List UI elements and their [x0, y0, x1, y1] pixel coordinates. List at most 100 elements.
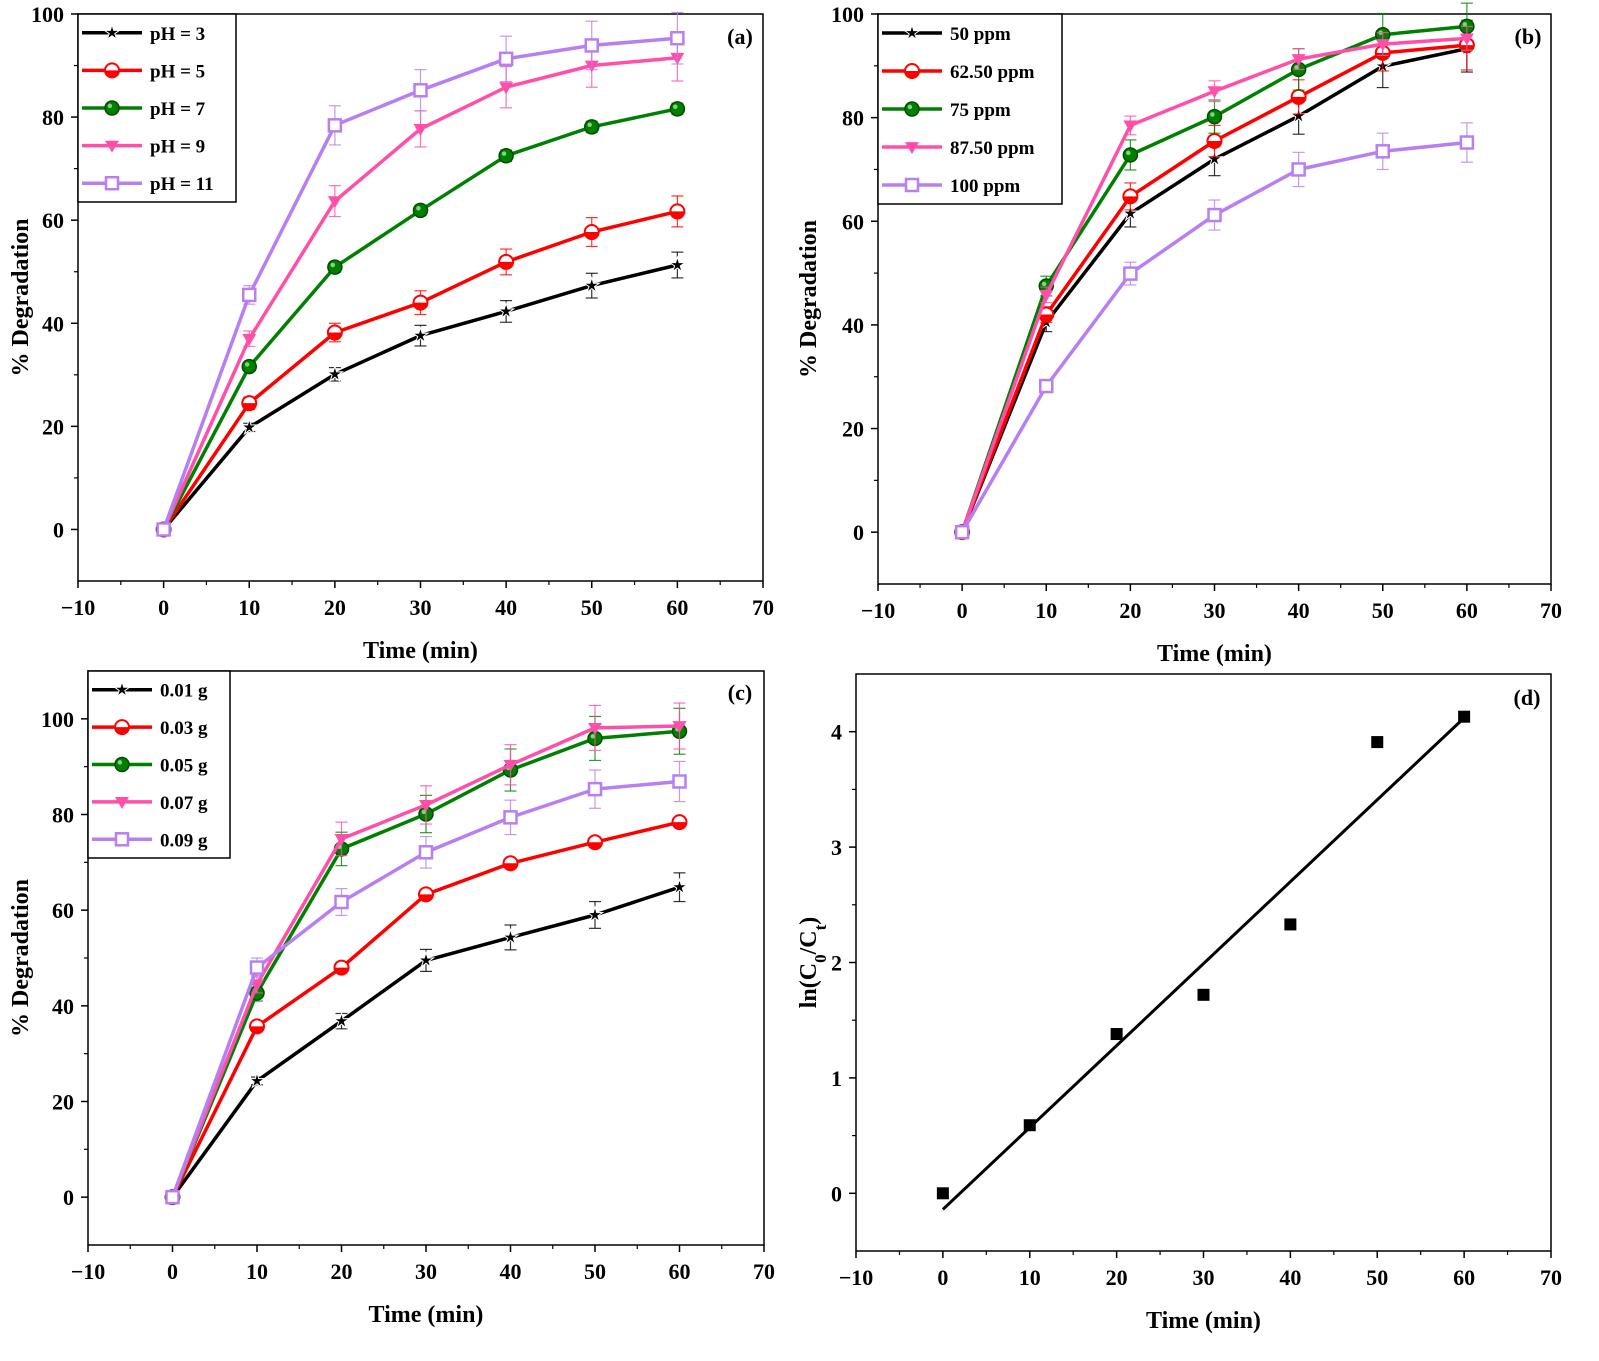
square-marker [672, 774, 687, 789]
series-87-50-ppm [955, 25, 1474, 540]
x-tick-label: 30 [1193, 1265, 1215, 1290]
x-tick-label: 50 [1366, 1265, 1388, 1290]
half-circle-fill [105, 70, 119, 78]
star-marker [1121, 203, 1140, 222]
legend-item: pH = 11 [82, 174, 214, 195]
series-line [162, 209, 678, 531]
legend-item: 0.01 g [92, 679, 208, 702]
star-marker [112, 679, 132, 698]
panel-c: (c) −10 0 10 20 30 40 50 60 70 0 20 40 60 80 100 Time (… [8, 670, 775, 1328]
triangle-marker [105, 140, 119, 153]
square-marker [498, 51, 514, 67]
circle-marker [327, 259, 343, 275]
legend-item: pH = 9 [82, 137, 205, 158]
circle-marker-shine [421, 809, 427, 815]
y-tick-label: 40 [52, 994, 74, 1019]
legend: pH = 3 pH = 5 pH = 7 pH = 9 pH = 11 [77, 13, 237, 203]
panel-label: (d) [1514, 685, 1541, 710]
half-circle-fill [588, 842, 602, 850]
circle-marker [1122, 147, 1139, 163]
x-tick-label: 60 [669, 1259, 691, 1284]
square-marker [1291, 162, 1306, 177]
legend-item: 75 ppm [882, 100, 1011, 121]
x-tick-label: 40 [500, 1259, 522, 1284]
square-marker [249, 960, 265, 975]
y-tick-label: 20 [842, 417, 864, 442]
square-marker [1039, 378, 1054, 394]
legend-item: 0.03 g [92, 718, 208, 739]
y-tick-label: 100 [41, 707, 74, 732]
half-circle-fill [1123, 196, 1138, 204]
triangle-marker [1123, 120, 1138, 133]
x-tick-label: 70 [1540, 598, 1562, 623]
legend-item: 100 ppm [882, 176, 1020, 197]
square-marker [104, 175, 120, 191]
circle-marker [1206, 108, 1223, 125]
square-marker [327, 118, 343, 133]
triangle-marker [588, 723, 602, 735]
y-tick-label: 4 [831, 720, 842, 745]
legend-item: 0.05 g [92, 756, 208, 777]
circle-marker-shine [1126, 150, 1131, 156]
half-circle-fill [413, 302, 428, 310]
x-tick-label: 30 [415, 1259, 437, 1284]
x-tick-label: 50 [1372, 598, 1394, 623]
triangle-marker [334, 833, 349, 846]
y-tick-label: 40 [42, 311, 64, 336]
x-axis-title: Time (min) [1157, 641, 1272, 667]
x-axis-title: Time (min) [369, 1302, 484, 1328]
y-tick-label: 2 [831, 951, 842, 976]
legend-label: 0.03 g [160, 718, 208, 739]
fit-line [941, 716, 1466, 1211]
panel-b: (b) −10 0 10 20 30 40 50 60 70 0 20 40 60 80 100 Time (… [796, 2, 1562, 667]
y-tick-label: 0 [853, 520, 864, 545]
circle-marker-shine [501, 151, 507, 156]
square-marker [670, 30, 685, 46]
x-tick-label: 40 [1279, 1265, 1301, 1290]
half-circle-fill [499, 261, 514, 269]
circle-marker-shine [107, 103, 113, 109]
star-marker [496, 301, 516, 320]
x-tick-label: 10 [1035, 598, 1057, 623]
circle-marker-shine [673, 104, 678, 109]
star-marker [902, 23, 922, 41]
x-tick-label: 50 [581, 595, 603, 620]
square-marker [1023, 1119, 1036, 1132]
y-tick-label: 1 [831, 1066, 842, 1091]
x-tick-label: 20 [1106, 1265, 1128, 1290]
circle-marker-shine [1294, 65, 1299, 70]
square-marker [334, 894, 349, 910]
circle-marker-shine [416, 206, 421, 211]
legend-label: pH = 3 [150, 24, 205, 45]
star-marker [670, 877, 689, 896]
star-marker [501, 927, 520, 946]
circle-marker-shine [1210, 112, 1215, 117]
circle-marker [241, 358, 257, 375]
triangle-marker [1375, 39, 1390, 52]
square-marker [904, 177, 920, 193]
series-ph-7 [155, 101, 686, 538]
circle-marker [498, 148, 514, 164]
legend-label: 0.05 g [160, 756, 208, 777]
circle-marker-shine [907, 104, 913, 110]
triangle-marker [1459, 33, 1474, 46]
x-axis-title: Time (min) [1146, 1308, 1261, 1334]
x-axis-title: Time (min) [363, 638, 478, 664]
series-100-ppm [954, 122, 1475, 540]
square-marker [954, 524, 970, 540]
series-ph-11 [156, 11, 685, 537]
x-tick-label: 60 [1453, 1265, 1475, 1290]
legend-label: pH = 11 [150, 174, 214, 195]
triangle-marker [419, 800, 433, 812]
y-tick-label: 3 [831, 835, 842, 860]
square-marker [418, 845, 434, 860]
x-tick-label: 70 [752, 595, 774, 620]
legend-label: 62.50 ppm [950, 62, 1035, 83]
legend-item: 0.07 g [92, 793, 208, 814]
y-axis-title-subscript: 0 [811, 954, 830, 963]
star-marker [102, 23, 122, 41]
half-circle-fill [250, 1026, 264, 1034]
star-marker [247, 1071, 267, 1089]
circle-marker [584, 119, 600, 135]
y-tick-label: 0 [53, 517, 64, 542]
